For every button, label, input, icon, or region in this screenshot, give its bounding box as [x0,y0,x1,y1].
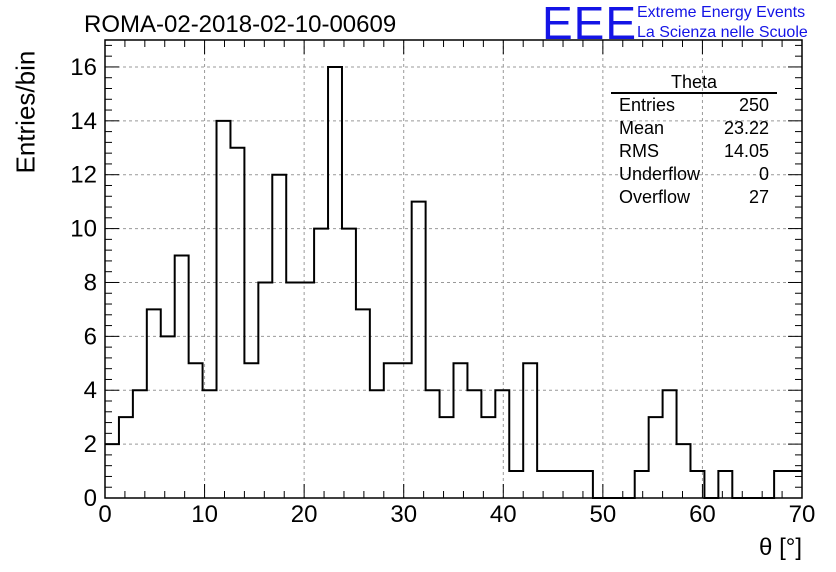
x-tick-label: 60 [689,501,716,528]
stats-overflow-value: 27 [748,187,769,207]
y-tick-label: 16 [70,54,97,81]
eee-line1: Extreme Energy Events [637,4,806,21]
histogram-bin [440,417,454,498]
stats-entries-value: 250 [738,95,769,115]
stats-box: Theta Entries 250 Mean 23.22 RMS 14.05 U… [611,72,777,209]
histogram-bin [384,363,398,498]
histogram-bin [649,417,663,498]
stats-rms-label: RMS [619,141,659,161]
stats-underflow-label: Underflow [619,164,701,184]
histogram-bin [677,444,691,498]
histogram-bin [342,229,356,498]
eee-logo: EEE [542,0,638,49]
histogram-bin [481,417,495,498]
histogram-bin [579,471,593,498]
histogram-bin [565,471,579,498]
eee-text: Extreme Energy Events La Scienza nelle S… [637,3,808,43]
histogram-bin [175,256,189,498]
histogram-bin [230,148,244,498]
x-tick-label: 10 [191,501,218,528]
stats-underflow-value: 0 [758,164,769,184]
histogram-bin [217,121,231,498]
stats-row-mean: Mean 23.22 [611,117,777,140]
y-tick-label: 4 [84,377,97,404]
histogram-bin [189,363,203,498]
histogram-bin [718,471,732,498]
eee-line2: La Scienza nelle Scuole [637,24,808,41]
stats-rms-value: 14.05 [723,141,769,161]
histogram-bin [398,363,412,498]
histogram-bin [258,282,272,498]
plot-frame [104,39,803,499]
histogram-bin [161,336,175,498]
stats-row-overflow: Overflow 27 [611,186,777,209]
stats-row-underflow: Underflow 0 [611,163,777,186]
histogram-bin [788,471,802,498]
stats-entries-label: Entries [619,95,676,115]
x-tick-label: 50 [590,501,617,528]
y-tick-label: 0 [84,485,97,512]
histogram-bin [635,471,649,498]
histogram-bin [133,390,147,498]
histogram-bin [356,309,370,498]
stats-overflow-label: Overflow [619,187,691,207]
histogram-bin [454,363,468,498]
y-tick-label: 8 [84,269,97,296]
histogram-bin [537,471,551,498]
stats-mean-label: Mean [619,118,665,138]
y-axis-label: Entries/bin [10,50,41,174]
y-tick-label: 10 [70,216,97,243]
y-tick-label: 6 [84,323,97,350]
x-tick-label: 20 [291,501,318,528]
histogram-bin [147,309,161,498]
x-axis-label: θ [°] [759,534,802,561]
histogram-bin [105,444,119,498]
stats-mean-value: 23.22 [723,118,769,138]
histogram-bin [774,471,788,498]
histogram-bin [314,229,328,498]
stats-row-rms: RMS 14.05 [611,140,777,163]
y-tick-label: 2 [84,431,97,458]
histogram-bin [412,202,426,498]
histogram-bin [509,471,523,498]
histogram-bin [119,417,133,498]
stats-row-entries: Entries 250 [611,94,777,117]
y-tick-label: 12 [70,162,97,189]
plot-title: ROMA-02-2018-02-10-00609 [84,11,397,38]
stats-title: Theta [611,72,777,94]
x-tick-label: 40 [490,501,517,528]
x-tick-label: 30 [390,501,417,528]
x-tick-label: 70 [789,501,816,528]
histogram-line [105,65,802,499]
x-tick-label: 0 [98,501,111,528]
y-tick-label: 14 [70,108,97,135]
histogram-bin [300,282,314,498]
histogram-bin [244,363,258,498]
histogram-bin [523,363,537,498]
